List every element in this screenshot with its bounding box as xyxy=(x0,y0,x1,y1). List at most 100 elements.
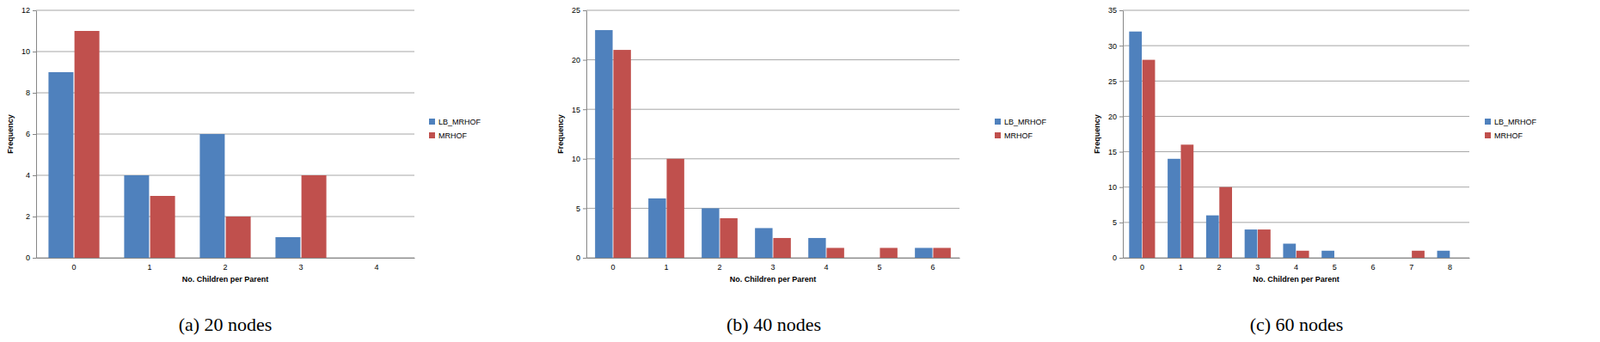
legend-item: MRHOF xyxy=(1484,131,1523,141)
x-axis-title: No. Children per Parent xyxy=(182,275,270,284)
x-tick: 5 xyxy=(1332,257,1337,272)
y-tick-label: 25 xyxy=(571,6,581,15)
y-tick: 12 xyxy=(21,6,37,15)
y-tick-label: 15 xyxy=(571,105,581,115)
x-tick-label: 3 xyxy=(770,263,775,272)
legend-swatch xyxy=(994,132,1001,139)
x-tick-label: 1 xyxy=(663,263,669,272)
bar xyxy=(1180,144,1194,258)
y-axis-title: Frequency xyxy=(556,114,565,154)
y-tick-label: 10 xyxy=(1108,183,1117,192)
legend-swatch xyxy=(1484,132,1491,139)
x-tick-label: 4 xyxy=(1293,263,1299,272)
y-axis-line xyxy=(1122,11,1124,259)
legend-label: MRHOF xyxy=(1004,131,1033,141)
bar xyxy=(1411,251,1425,258)
grid xyxy=(586,10,960,258)
legend-item: LB_MRHOF xyxy=(429,117,482,127)
y-tick-label: 0 xyxy=(1112,253,1117,263)
grid-line xyxy=(586,109,960,111)
y-tick-mark xyxy=(1119,80,1123,82)
bar xyxy=(1373,257,1386,259)
legend-label: LB_MRHOF xyxy=(1494,117,1538,127)
x-tick-label: 0 xyxy=(71,263,76,272)
bar xyxy=(1296,251,1310,258)
x-axis: 012345678 xyxy=(1123,257,1471,272)
series xyxy=(74,30,327,258)
y-tick-label: 30 xyxy=(1108,42,1117,51)
bar xyxy=(301,175,327,258)
x-tick: 1 xyxy=(663,257,669,272)
y-tick-label: 6 xyxy=(25,129,31,139)
grid-line xyxy=(586,257,960,259)
y-tick: 30 xyxy=(1108,42,1123,51)
y-tick-mark xyxy=(32,257,37,259)
bar xyxy=(74,30,100,258)
caption: (c) 60 nodes xyxy=(1250,313,1344,336)
bar xyxy=(199,134,225,258)
bar xyxy=(861,257,879,259)
x-tick: 6 xyxy=(930,257,935,272)
x-tick-label: 5 xyxy=(876,263,882,272)
legend-label: LB_MRHOF xyxy=(438,117,482,127)
y-tick-mark xyxy=(1119,116,1123,117)
y-tick-label: 15 xyxy=(1108,147,1117,157)
x-tick: 6 xyxy=(1371,257,1376,272)
legend-label: MRHOF xyxy=(1494,131,1523,141)
legend-item: MRHOF xyxy=(429,131,467,141)
x-tick-label: 2 xyxy=(222,263,227,272)
bar xyxy=(1360,257,1374,259)
bar xyxy=(914,247,932,258)
y-tick-mark xyxy=(32,216,37,218)
y-tick-label: 5 xyxy=(1112,218,1117,227)
y-tick-label: 0 xyxy=(25,253,31,263)
y-tick-label: 0 xyxy=(576,253,581,263)
panel: 05101520250123456No. Children per Parent… xyxy=(556,6,1048,336)
grid xyxy=(36,10,415,258)
y-tick: 0 xyxy=(576,253,587,263)
y-tick: 10 xyxy=(1108,183,1123,192)
y-tick-mark xyxy=(582,60,587,62)
legend: LB_MRHOF MRHOF xyxy=(994,117,1048,141)
y-tick-label: 2 xyxy=(25,212,31,221)
bar xyxy=(613,49,631,258)
y-tick-mark xyxy=(582,10,587,12)
x-tick: 2 xyxy=(1216,257,1221,272)
y-axis-line xyxy=(586,11,588,259)
y-tick-label: 4 xyxy=(25,171,31,180)
y-tick-mark xyxy=(1119,187,1123,189)
bar xyxy=(275,237,301,258)
grid-line xyxy=(586,158,960,160)
y-tick: 15 xyxy=(1108,147,1123,157)
x-tick: 4 xyxy=(1293,257,1299,272)
x-tick-label: 6 xyxy=(930,263,935,272)
bar xyxy=(123,175,149,258)
bar xyxy=(879,247,897,258)
bar xyxy=(1257,229,1271,258)
series xyxy=(1128,31,1450,258)
bars xyxy=(594,30,951,258)
grid-line xyxy=(586,208,960,209)
y-tick: 2 xyxy=(25,212,37,221)
y-tick-mark xyxy=(32,134,37,135)
series xyxy=(1142,60,1425,258)
x-tick-label: 7 xyxy=(1409,263,1414,272)
y-tick-mark xyxy=(582,159,587,160)
bar xyxy=(1437,251,1451,258)
grid xyxy=(1122,10,1470,258)
y-tick-mark xyxy=(32,92,37,94)
x-axis-title: No. Children per Parent xyxy=(1252,275,1340,284)
bar xyxy=(1167,159,1181,258)
x-axis: 01234 xyxy=(36,257,416,272)
legend-swatch xyxy=(994,118,1001,125)
y-tick-label: 10 xyxy=(571,154,581,164)
legend-swatch xyxy=(429,132,436,139)
bar xyxy=(666,159,684,258)
caption: (a) 20 nodes xyxy=(178,313,273,336)
grid-line xyxy=(1122,80,1470,82)
bar xyxy=(754,227,773,258)
legend-label: LB_MRHOF xyxy=(1004,117,1048,127)
y-tick-label: 12 xyxy=(21,6,31,15)
x-tick-label: 3 xyxy=(298,263,303,272)
y-tick: 6 xyxy=(25,129,37,139)
